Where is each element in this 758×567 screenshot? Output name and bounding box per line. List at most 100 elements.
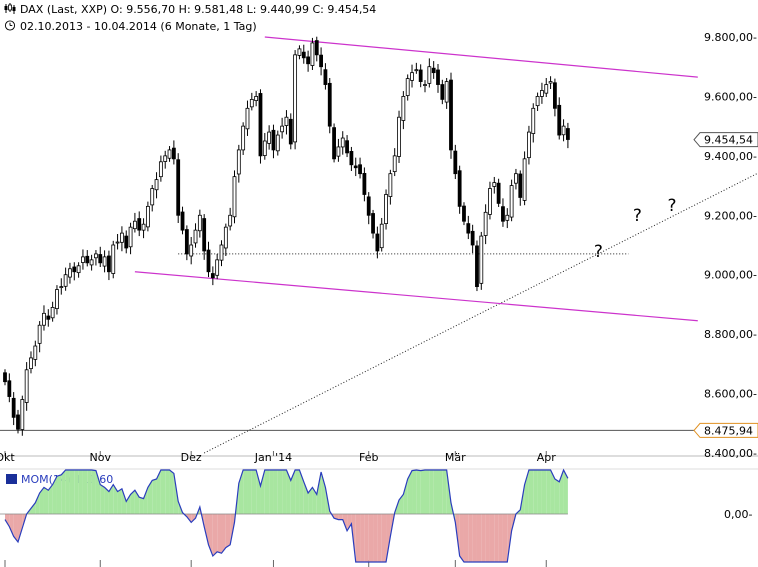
candle: [258, 89, 263, 164]
candle-body-up: [215, 259, 220, 276]
momentum-area: [208, 514, 213, 556]
momentum-area: [563, 470, 568, 514]
momentum-area: [308, 487, 313, 514]
candle-body-down: [501, 206, 505, 222]
candle-body-up: [427, 66, 432, 84]
candle-body-down: [314, 40, 319, 56]
candle-body-up: [488, 188, 492, 215]
candle-body-up: [262, 140, 267, 156]
candle: [336, 138, 341, 162]
candle: [128, 222, 133, 255]
candle: [150, 184, 155, 212]
candle-body-up: [423, 84, 427, 86]
candle-body-up: [522, 158, 527, 201]
candle-body-down: [306, 56, 311, 65]
candle: [245, 100, 250, 136]
candle-body-down: [271, 129, 276, 151]
momentum-area: [295, 470, 300, 514]
price-marker-box: [693, 132, 758, 148]
candle: [120, 226, 124, 252]
candle-body-up: [444, 81, 449, 103]
x-tick-label: Jan '14: [254, 451, 292, 464]
momentum-area: [256, 470, 261, 514]
candle: [319, 47, 323, 76]
candle: [332, 123, 336, 163]
momentum-area: [494, 514, 499, 562]
y-tick-label: 8.600,00-: [704, 388, 757, 401]
momentum-area: [541, 470, 547, 514]
candle-body-up: [267, 131, 272, 144]
candle-body-down: [327, 82, 332, 127]
candle-body-up: [535, 96, 540, 107]
candle: [449, 72, 453, 159]
candle: [362, 167, 367, 202]
candle: [232, 170, 237, 224]
candle: [440, 79, 445, 105]
momentum-area: [43, 487, 49, 514]
candle-body-up: [405, 78, 410, 96]
trend-line: [203, 172, 758, 454]
candle: [553, 78, 557, 117]
candle: [115, 234, 120, 250]
momentum-area: [143, 487, 148, 514]
momentum-area: [217, 514, 222, 554]
momentum-area: [91, 470, 96, 514]
candle-body-down: [553, 82, 557, 109]
candle-body-up: [548, 81, 553, 84]
momentum-area: [108, 484, 114, 514]
candle: [267, 125, 272, 150]
candle-body-down: [566, 128, 570, 140]
candle: [137, 211, 142, 237]
candle-body-up: [540, 90, 544, 97]
candle: [327, 78, 332, 134]
momentum-area: [450, 502, 456, 523]
candle-body-up: [336, 146, 341, 157]
candle-body-up: [531, 107, 536, 134]
candle: [271, 124, 276, 159]
candle: [68, 262, 72, 284]
candle-body-down: [449, 79, 453, 151]
candle: [89, 254, 94, 271]
momentum-area: [360, 514, 365, 562]
candle-body-up: [509, 185, 514, 218]
candle: [102, 250, 107, 273]
candle-body-up: [158, 161, 163, 178]
candle-body-down: [137, 218, 142, 231]
candle: [466, 215, 471, 240]
candle-body-down: [557, 104, 562, 136]
candle: [7, 373, 12, 403]
candle: [275, 130, 280, 156]
candle-body-up: [236, 149, 241, 175]
candle: [314, 36, 319, 62]
candle: [145, 201, 150, 232]
candle: [33, 340, 38, 367]
candle: [544, 78, 549, 98]
momentum-area: [554, 479, 560, 514]
candle-body-down: [16, 414, 20, 430]
candle: [193, 223, 198, 248]
momentum-area: [476, 514, 482, 562]
price-marker-box: [693, 422, 758, 438]
candle-body-down: [319, 54, 323, 68]
candle-body-down: [184, 229, 189, 255]
x-tick-label: Apr: [537, 451, 557, 464]
candle-body-up: [410, 72, 414, 81]
candle: [492, 176, 497, 194]
momentum-area: [316, 472, 322, 514]
candle-body-down: [418, 69, 423, 82]
momentum-area: [82, 470, 88, 514]
candle: [379, 217, 384, 252]
x-tick-label: Mär: [445, 451, 466, 464]
candle-body-down: [288, 118, 293, 145]
candle-body-up: [120, 232, 124, 243]
momentum-area: [17, 514, 23, 542]
momentum-area: [429, 470, 434, 514]
candle: [462, 202, 466, 226]
momentum-area: [290, 470, 296, 514]
momentum-area: [225, 514, 231, 548]
momentum-area: [69, 470, 75, 514]
candle: [228, 207, 233, 231]
candle-body-up: [141, 223, 146, 231]
candle: [453, 144, 458, 180]
